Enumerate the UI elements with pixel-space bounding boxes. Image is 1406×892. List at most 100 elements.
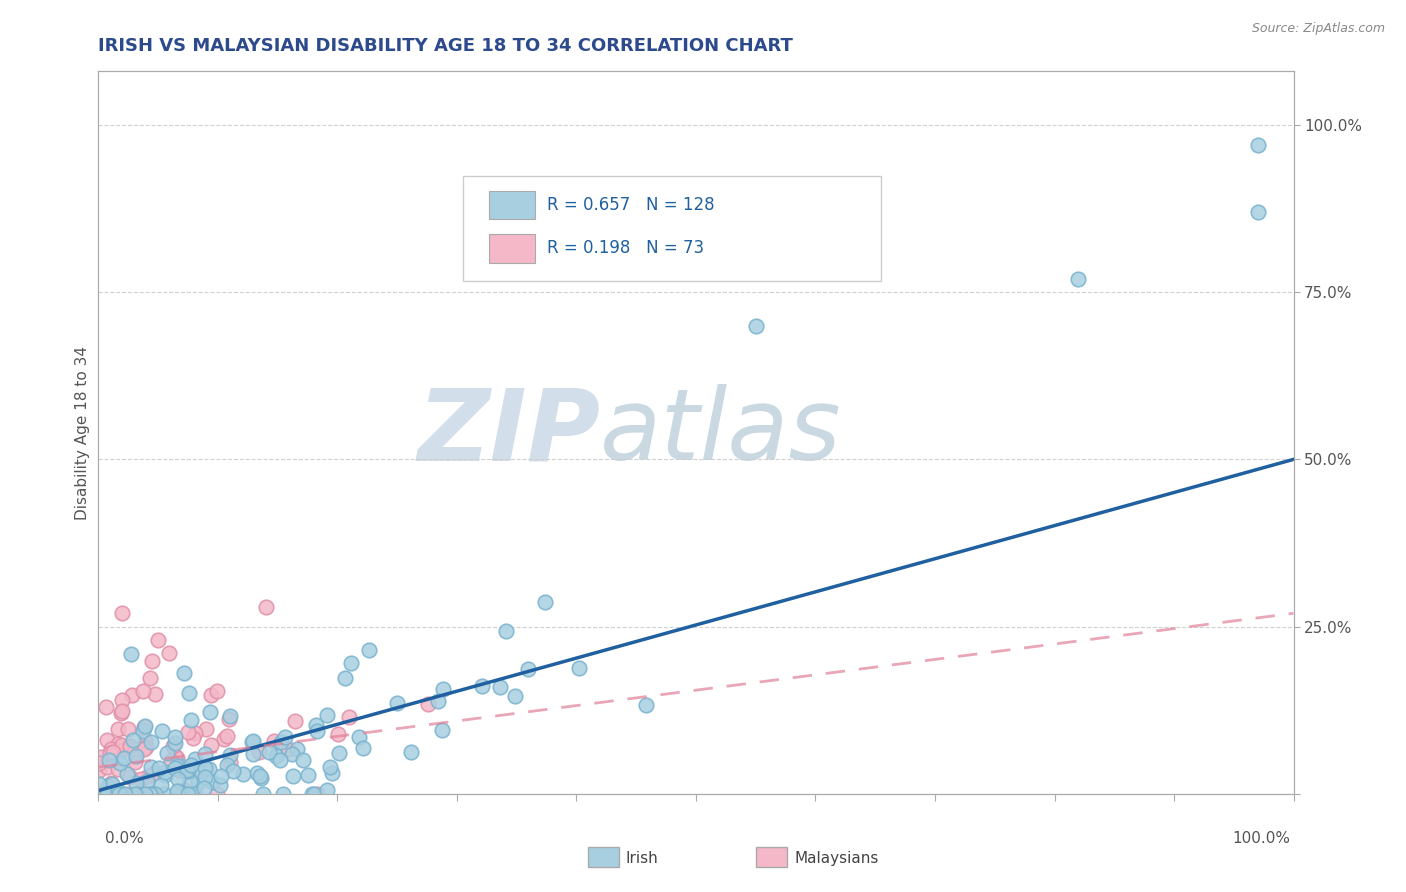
Point (166, 751, 188, 765)
Text: atlas: atlas (600, 384, 842, 481)
Point (104, 787, 127, 801)
Point (218, 709, 240, 723)
Point (117, 787, 139, 801)
Point (107, 722, 129, 736)
Point (212, 731, 235, 746)
Point (209, 778, 232, 792)
Point (194, 770, 217, 784)
Point (93, 787, 115, 801)
Point (160, 755, 183, 769)
Point (183, 787, 205, 801)
Point (115, 767, 138, 781)
Point (141, 760, 163, 774)
Point (250, 771, 273, 785)
Point (174, 764, 197, 778)
FancyBboxPatch shape (463, 176, 882, 281)
Text: R = 0.657   N = 128: R = 0.657 N = 128 (547, 196, 714, 214)
Point (173, 665, 195, 680)
Point (242, 747, 264, 761)
Point (107, 787, 129, 801)
Point (103, 745, 125, 759)
Point (177, 686, 200, 700)
Point (100, 741, 122, 756)
Point (318, 760, 340, 774)
Point (98, 787, 121, 801)
Point (1067, 272, 1090, 286)
Point (176, 764, 198, 778)
Point (304, 717, 326, 731)
Point (252, 787, 274, 801)
Point (209, 769, 232, 783)
Point (143, 766, 166, 780)
Text: Malaysians: Malaysians (794, 851, 879, 865)
Point (107, 737, 129, 751)
Point (125, 776, 148, 790)
Point (134, 719, 156, 733)
Point (284, 714, 307, 728)
Point (221, 764, 243, 778)
Point (157, 646, 180, 660)
Point (143, 787, 166, 801)
Text: 0.0%: 0.0% (105, 831, 145, 846)
Point (495, 624, 517, 639)
Point (89, 777, 111, 791)
Point (180, 714, 202, 728)
Point (108, 756, 131, 771)
Point (120, 647, 142, 661)
Point (292, 753, 315, 767)
Point (352, 741, 374, 756)
Point (111, 607, 134, 621)
Point (281, 769, 304, 783)
Point (488, 680, 510, 694)
Point (471, 679, 494, 693)
Point (183, 731, 205, 745)
Point (110, 787, 132, 801)
Point (136, 769, 159, 783)
Point (143, 687, 166, 701)
Point (111, 692, 134, 706)
Point (328, 727, 350, 741)
Point (232, 767, 254, 781)
Point (387, 696, 409, 710)
Point (87, 764, 110, 778)
Text: Irish: Irish (626, 851, 658, 865)
Point (180, 758, 202, 772)
Point (100, 787, 122, 801)
Point (270, 735, 292, 749)
Point (121, 733, 143, 747)
Point (129, 772, 152, 787)
Point (184, 787, 207, 801)
Point (134, 787, 156, 801)
Point (134, 734, 156, 748)
Point (110, 738, 132, 752)
Point (328, 746, 350, 760)
Text: IRISH VS MALAYSIAN DISABILITY AGE 18 TO 34 CORRELATION CHART: IRISH VS MALAYSIAN DISABILITY AGE 18 TO … (98, 37, 793, 54)
Point (125, 787, 148, 801)
Point (264, 749, 287, 764)
Point (132, 724, 155, 739)
Point (200, 706, 222, 720)
Point (96, 787, 118, 801)
Point (517, 662, 540, 676)
Point (89, 787, 111, 801)
Point (259, 745, 281, 759)
Point (100, 776, 122, 790)
Point (193, 747, 215, 761)
Point (107, 762, 129, 776)
Point (98, 747, 121, 761)
Point (90, 750, 112, 764)
Point (416, 697, 439, 711)
Point (335, 671, 357, 685)
Point (503, 689, 526, 703)
Point (173, 783, 195, 797)
Point (200, 688, 222, 702)
Point (156, 746, 179, 760)
Point (176, 787, 198, 801)
Point (155, 768, 177, 782)
Point (108, 744, 131, 758)
Point (242, 733, 264, 747)
Point (134, 742, 156, 756)
Point (165, 761, 187, 775)
Point (321, 765, 343, 780)
Point (745, 318, 768, 333)
